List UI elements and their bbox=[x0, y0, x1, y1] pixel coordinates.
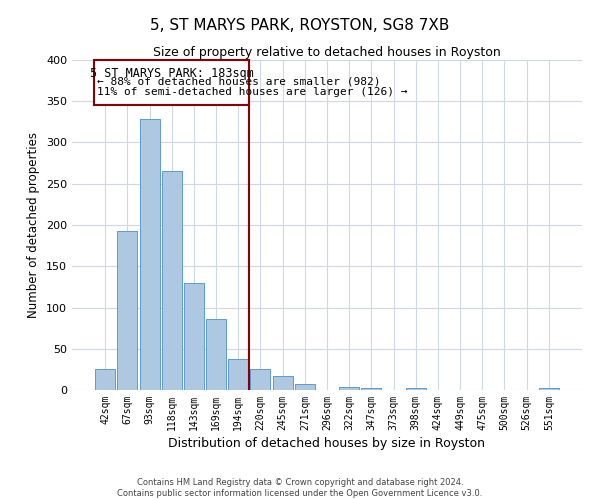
Text: Contains HM Land Registry data © Crown copyright and database right 2024.
Contai: Contains HM Land Registry data © Crown c… bbox=[118, 478, 482, 498]
Text: 5, ST MARYS PARK, ROYSTON, SG8 7XB: 5, ST MARYS PARK, ROYSTON, SG8 7XB bbox=[151, 18, 449, 32]
Bar bbox=[539, 388, 559, 390]
Text: 11% of semi-detached houses are larger (126) →: 11% of semi-detached houses are larger (… bbox=[97, 87, 408, 97]
X-axis label: Distribution of detached houses by size in Royston: Distribution of detached houses by size … bbox=[169, 437, 485, 450]
Bar bbox=[295, 384, 315, 390]
Text: 5 ST MARYS PARK: 183sqm: 5 ST MARYS PARK: 183sqm bbox=[90, 66, 254, 80]
Bar bbox=[184, 283, 204, 390]
Bar bbox=[206, 319, 226, 390]
Bar bbox=[361, 388, 382, 390]
Bar bbox=[250, 370, 271, 390]
Title: Size of property relative to detached houses in Royston: Size of property relative to detached ho… bbox=[153, 46, 501, 59]
Bar bbox=[162, 172, 182, 390]
Bar bbox=[118, 231, 137, 390]
Bar bbox=[140, 120, 160, 390]
Bar bbox=[339, 386, 359, 390]
Y-axis label: Number of detached properties: Number of detached properties bbox=[28, 132, 40, 318]
FancyBboxPatch shape bbox=[94, 60, 250, 106]
Text: ← 88% of detached houses are smaller (982): ← 88% of detached houses are smaller (98… bbox=[97, 76, 381, 86]
Bar bbox=[406, 388, 426, 390]
Bar bbox=[95, 370, 115, 390]
Bar bbox=[228, 358, 248, 390]
Bar bbox=[272, 376, 293, 390]
